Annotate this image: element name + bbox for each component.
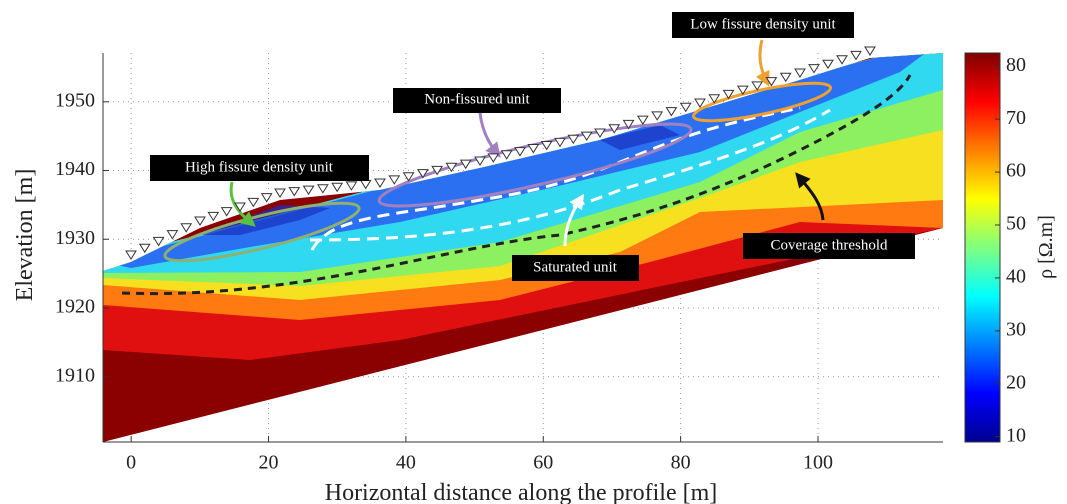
annotation: High fissure density unit xyxy=(185,159,334,175)
electrode xyxy=(375,179,385,187)
annotation: Coverage threshold xyxy=(770,237,888,253)
electrode xyxy=(181,224,191,232)
electrode xyxy=(475,157,485,165)
colorbar-tick-label: 40 xyxy=(1006,266,1026,288)
electrode xyxy=(289,188,299,196)
electrode xyxy=(781,73,791,81)
electrode xyxy=(154,237,164,245)
electrode xyxy=(167,231,177,239)
y-axis-label: Elevation [m] xyxy=(12,169,38,302)
electrode xyxy=(502,151,512,159)
electrode xyxy=(332,183,342,191)
electrode xyxy=(695,99,705,107)
x-tick-label: 40 xyxy=(396,452,416,474)
electrode xyxy=(208,212,218,220)
electrode xyxy=(568,135,578,143)
annotation: Saturated unit xyxy=(533,259,618,275)
electrode xyxy=(638,116,648,124)
electrode xyxy=(555,138,565,146)
electrode xyxy=(488,154,498,162)
electrode xyxy=(582,132,592,140)
electrode xyxy=(361,180,371,188)
electrode xyxy=(126,251,136,259)
x-axis-label: Horizontal distance along the profile [m… xyxy=(325,480,718,504)
annotation: Low fissure density unit xyxy=(690,16,836,32)
colorbar-tick-label: 70 xyxy=(1006,107,1026,129)
x-tick-label: 20 xyxy=(259,452,279,474)
y-tick-label: 1910 xyxy=(55,364,95,386)
electrode xyxy=(515,148,525,156)
colorbar-tick-label: 50 xyxy=(1006,213,1026,235)
y-tick-label: 1940 xyxy=(55,158,95,180)
electrode xyxy=(865,47,875,55)
colorbar xyxy=(965,53,1000,442)
y-tick-label: 1920 xyxy=(55,296,95,318)
electrode xyxy=(275,189,285,197)
x-tick-label: 80 xyxy=(671,452,691,474)
y-tick-label: 1930 xyxy=(55,227,95,249)
electrode xyxy=(823,60,833,68)
electrode xyxy=(851,51,861,59)
annotation: Non-fissured unit xyxy=(424,91,530,107)
colorbar-tick-label: 80 xyxy=(1006,54,1026,76)
electrode xyxy=(795,69,805,77)
electrode xyxy=(652,112,662,120)
electrode xyxy=(248,198,258,206)
colorbar-tick-label: 60 xyxy=(1006,160,1026,182)
electrode xyxy=(318,185,328,193)
electrode xyxy=(681,103,691,111)
colorbar-tick-label: 20 xyxy=(1006,371,1026,393)
electrode xyxy=(140,244,150,252)
electrode xyxy=(195,217,205,225)
colorbar-label: ρ [Ω.m] xyxy=(1035,215,1057,279)
electrode xyxy=(837,56,847,64)
colorbar-tick-label: 10 xyxy=(1006,424,1026,446)
y-tick-label: 1950 xyxy=(55,89,95,111)
electrode xyxy=(389,176,399,184)
x-tick-label: 60 xyxy=(533,452,553,474)
electrode xyxy=(528,145,538,153)
electrode xyxy=(346,182,356,190)
electrode xyxy=(222,208,232,216)
x-tick-label: 0 xyxy=(126,452,136,474)
electrode xyxy=(304,186,314,194)
x-tick-label: 100 xyxy=(803,452,833,474)
electrode xyxy=(666,108,676,116)
electrode xyxy=(766,78,776,86)
electrode xyxy=(262,194,272,202)
colorbar-tick-label: 30 xyxy=(1006,318,1026,340)
